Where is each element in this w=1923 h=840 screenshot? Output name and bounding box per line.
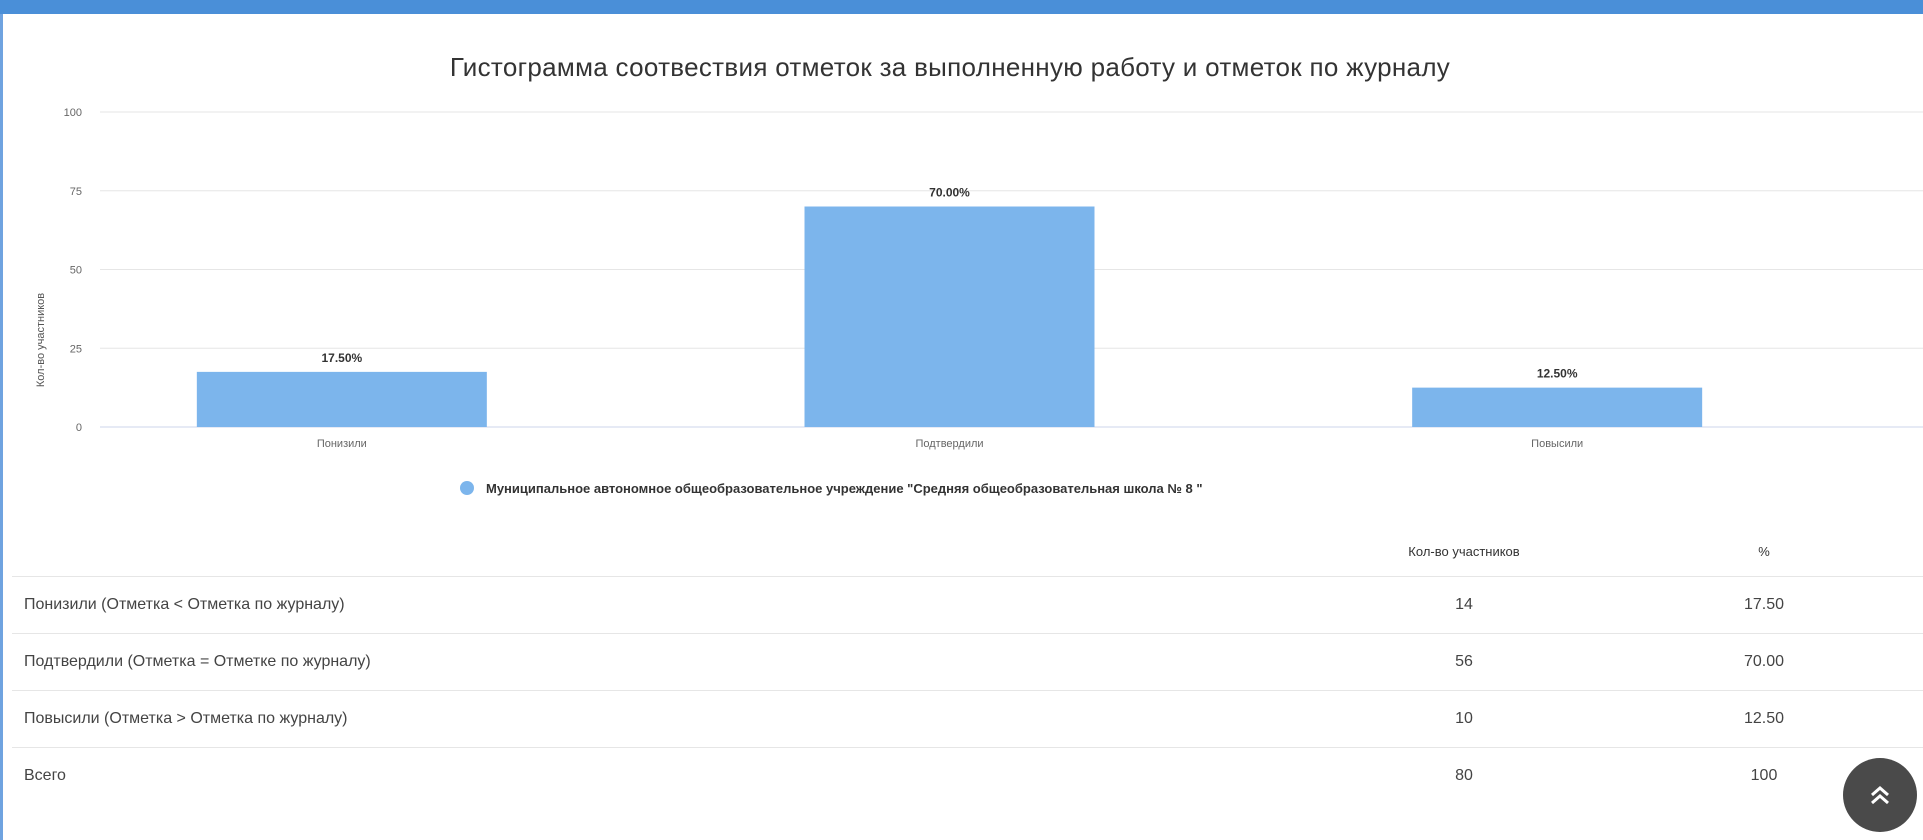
panel-edge — [0, 14, 3, 840]
header-count: Кол-во участников — [1408, 544, 1520, 559]
row-pct: 70.00 — [1743, 653, 1785, 670]
double-chevron-up-icon — [1871, 786, 1889, 805]
scroll-to-top-button[interactable] — [1843, 758, 1917, 832]
y-tick-labels: 0 25 50 75 100 — [64, 107, 82, 434]
table-header: Кол-во участников % — [12, 527, 1923, 576]
table-row: Повысили (Отметка > Отметка по журналу) … — [12, 690, 1923, 747]
row-count: 80 — [1455, 767, 1473, 784]
row-count: 56 — [1455, 653, 1473, 670]
table-row: Подтвердили (Отметка = Отметке по журнал… — [12, 633, 1923, 690]
category-label: Понизили — [317, 438, 367, 450]
row-pct: 17.50 — [1743, 596, 1785, 613]
row-name: Повысили (Отметка > Отметка по журналу) — [24, 710, 348, 727]
results-table: Кол-во участников % Понизили (Отметка < … — [12, 527, 1923, 804]
legend-marker — [460, 481, 474, 495]
bar[interactable] — [804, 206, 1095, 428]
row-name: Понизили (Отметка < Отметка по журналу) — [24, 596, 345, 613]
table-row: Понизили (Отметка < Отметка по журналу) … — [12, 576, 1923, 633]
top-bar — [0, 0, 1923, 14]
row-name: Всего — [24, 767, 66, 784]
y-tick-label: 50 — [70, 265, 82, 277]
row-name: Подтвердили (Отметка = Отметке по журнал… — [24, 653, 371, 670]
data-label: 17.50% — [321, 351, 362, 365]
bars — [196, 206, 1703, 428]
data-labels: 17.50% 70.00% 12.50% — [321, 186, 1577, 381]
data-label: 70.00% — [929, 186, 970, 200]
category-label: Подтвердили — [915, 438, 983, 450]
category-label: Повысили — [1531, 438, 1583, 450]
y-tick-label: 25 — [70, 343, 82, 355]
y-tick-label: 0 — [76, 422, 82, 434]
row-count: 10 — [1455, 710, 1473, 727]
bar[interactable] — [196, 371, 487, 427]
row-pct: 100 — [1750, 767, 1778, 784]
y-tick-label: 100 — [64, 107, 82, 119]
y-tick-label: 75 — [70, 186, 82, 198]
legend-label: Муниципальное автономное общеобразовател… — [486, 480, 1203, 496]
y-axis-label: Кол-во участников — [35, 293, 47, 387]
header-pct: % — [1758, 544, 1770, 559]
chart-title: Гистограмма соотвествия отметок за выпол… — [449, 52, 1451, 82]
row-count: 14 — [1455, 596, 1473, 613]
bar[interactable] — [1412, 387, 1703, 427]
row-pct: 12.50 — [1743, 710, 1785, 727]
bar-chart: 0 25 50 75 100 Кол-во участников 17.50% 70.00… — [35, 107, 1923, 450]
legend[interactable]: Муниципальное автономное общеобразовател… — [460, 478, 1203, 498]
data-label: 12.50% — [1537, 367, 1578, 381]
table-row: Всего 80 100 — [12, 747, 1923, 804]
category-labels: Понизили Подтвердили Повысили — [317, 438, 1583, 450]
